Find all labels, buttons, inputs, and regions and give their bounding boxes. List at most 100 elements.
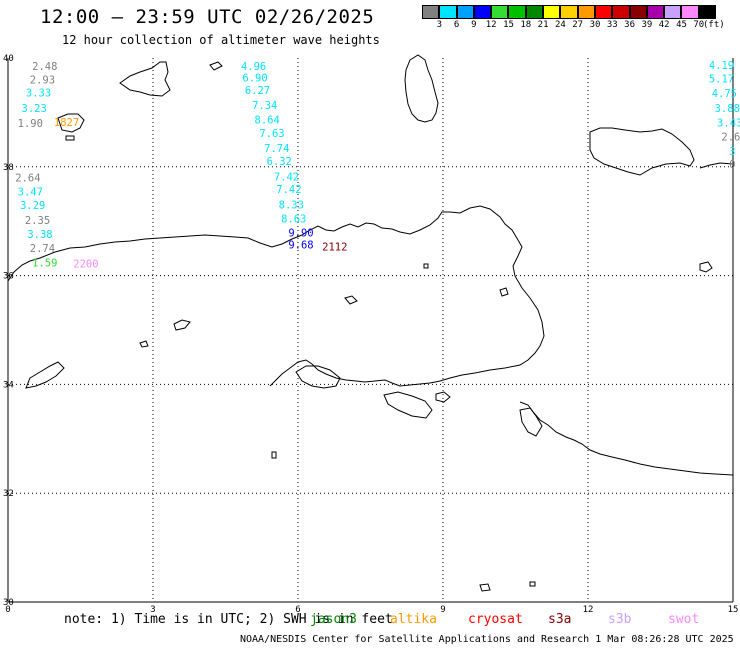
legend-swatch: [491, 5, 509, 19]
latitude-tick-label: 30: [3, 598, 14, 608]
latitude-tick-label: 34: [3, 380, 14, 390]
legend-tick-label: 33: [606, 20, 618, 30]
wave-height-label: 4.75: [712, 88, 737, 100]
wave-height-label: 9.90: [288, 227, 313, 239]
legend-swatch: [543, 5, 561, 19]
wave-height-label: 2.74: [30, 243, 55, 255]
sardinia-island: [404, 54, 439, 123]
legend-swatch: [664, 5, 682, 19]
legend-tick-label: 3: [436, 20, 443, 30]
formentera-island: [65, 135, 75, 141]
sicily-island: [589, 127, 695, 176]
legend-tick-label: 15: [503, 20, 514, 30]
lampedusa-island: [479, 583, 491, 592]
legend-tick-label: 21: [537, 20, 549, 30]
wave-height-label: 6.27: [245, 85, 270, 97]
wave-height-label: 2112: [322, 242, 347, 254]
wave-height-label: 3.29: [20, 200, 45, 212]
kerkennah-island: [383, 391, 433, 419]
legend-tick-label: 6: [453, 20, 460, 30]
latitude-tick-label: 36: [3, 272, 14, 282]
satellite-legend-item: jason3: [310, 612, 357, 627]
latitude-tick-label: 32: [3, 489, 14, 499]
legend-swatch: [577, 5, 595, 19]
zembra-island: [173, 319, 191, 331]
legend-swatch: [560, 5, 578, 19]
wave-height-label: 5.17: [709, 73, 734, 85]
libya-coastline: [519, 401, 734, 476]
legend-tick-label: 24: [554, 20, 566, 30]
graticule: [7, 58, 734, 603]
wave-height-label: 2.35: [25, 215, 50, 227]
wave-height-label: 2200: [73, 258, 98, 270]
map-title: 12:00 – 23:59 UTC 02/26/2025: [40, 6, 375, 28]
malta-island: [699, 261, 713, 273]
longitude-tick-label: 12: [583, 605, 594, 615]
wave-height-label: 7.34: [252, 100, 277, 112]
legend-tick-label: 18: [520, 20, 532, 30]
legend-swatch: [612, 5, 630, 19]
satellite-legend-item: s3b: [608, 612, 632, 627]
latitude-tick-label: 38: [3, 163, 14, 173]
menorca-island: [209, 61, 223, 71]
legend-swatch: [681, 5, 699, 19]
wave-height-label: 8.63: [281, 213, 306, 225]
longitude-tick-label: 15: [728, 605, 739, 615]
wave-height-label: 6.90: [242, 72, 267, 84]
wave-height-label: 2.6: [721, 132, 740, 144]
wave-height-label: 9.68: [288, 239, 313, 251]
legend-tick-label: 45: [676, 20, 687, 30]
legend-ticks: (ft) 3 6 9 12 15 18 21 24 27 30 33 36 39 42 45 70: [422, 19, 725, 31]
wave-height-label: 7.42: [274, 171, 299, 183]
legend-tick-label: 39: [641, 20, 653, 30]
ibiza-island: [57, 113, 85, 133]
wave-height-label: 7.42: [276, 184, 301, 196]
wave-height-label: 3.43: [717, 118, 740, 130]
wave-height-label: 2.48: [32, 61, 57, 73]
wave-height-label: 7.74: [264, 143, 289, 155]
legend-swatch: [422, 5, 440, 19]
satellite-legend-item: s3a: [548, 612, 572, 627]
legend-tick-label: 12: [485, 20, 497, 30]
wave-height-label: 3.47: [18, 187, 43, 199]
wave-height-label: 4.96: [241, 61, 266, 73]
legend-swatch: [594, 5, 613, 19]
wave-height-label: 3.38: [27, 229, 52, 241]
legend-swatch: [508, 5, 526, 19]
italy-coastline-fragment: [699, 162, 734, 169]
small-islet-2: [529, 581, 536, 587]
satellite-legend-item: swot: [668, 612, 700, 627]
color-legend: (ft) 3 6 9 12 15 18 21 24 27 30 33 36 39 42 45 70: [422, 5, 725, 31]
legend-swatch: [473, 5, 492, 19]
wave-height-label: 1.59: [32, 257, 57, 269]
wave-height-label: 3.88: [715, 103, 740, 115]
legend-unit: (ft): [703, 20, 725, 30]
pantelleria-island: [499, 287, 509, 297]
legend-tick-label: 27: [572, 20, 584, 30]
legend-swatch: [456, 5, 474, 19]
longitude-tick-label: 0: [5, 605, 10, 615]
wave-height-label: 0: [729, 159, 735, 171]
legend-swatch: [629, 5, 647, 19]
longitude-tick-label: 6: [295, 605, 300, 615]
legend-swatch: [698, 5, 717, 19]
legend-tick-label: 42: [658, 20, 670, 30]
coastline: [7, 54, 734, 592]
wave-height-label: 8.33: [279, 200, 304, 212]
legend-tick-label: 70: [693, 20, 705, 30]
satellite-legend-item: cryosat: [468, 612, 523, 627]
wave-height-label: 3: [729, 146, 735, 158]
latitude-tick-label: 40: [3, 54, 14, 64]
legend-swatch: [525, 5, 544, 19]
small-islet-3: [271, 451, 277, 459]
legend-tick-label: 30: [589, 20, 601, 30]
western-islands: [25, 361, 65, 389]
eastern-islands: [295, 365, 341, 389]
legend-tick-label: 36: [624, 20, 636, 30]
footer-credit: NOAA/NESDIS Center for Satellite Applica…: [240, 634, 734, 645]
wave-height-label: 3.23: [22, 103, 47, 115]
satellite-legend-item: altika: [390, 612, 437, 627]
wave-height-label: 2.93: [30, 75, 55, 87]
